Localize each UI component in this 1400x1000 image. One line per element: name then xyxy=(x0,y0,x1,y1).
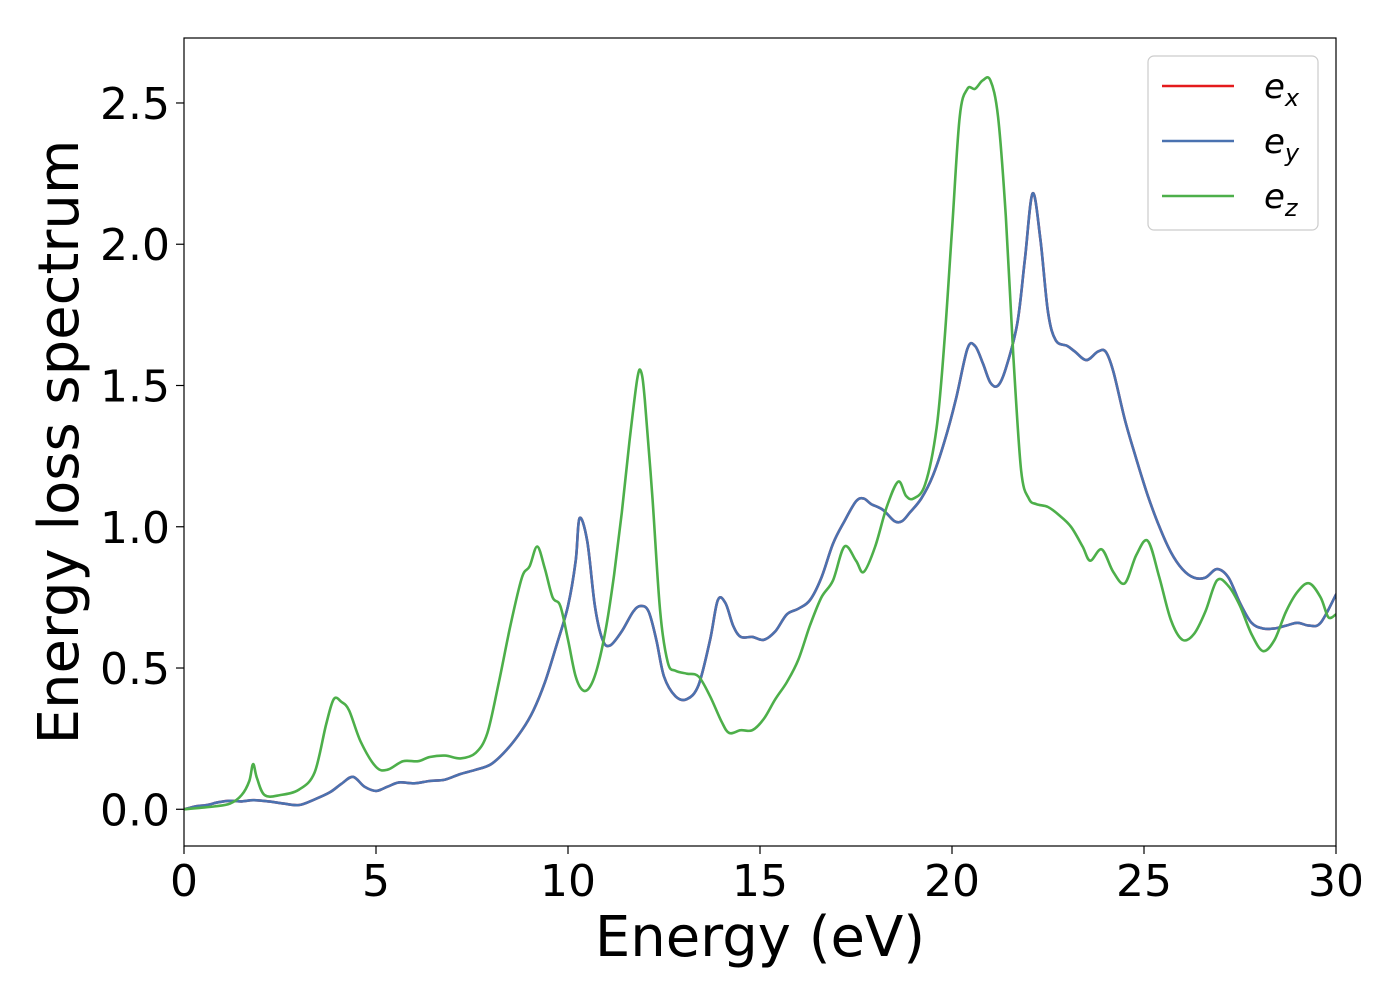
x-axis-title: Energy (eV) xyxy=(595,905,925,970)
y-tick-label: 1.0 xyxy=(100,503,170,554)
y-tick-label: 0.5 xyxy=(100,644,170,695)
x-axis-ticks: 0 5 10 15 20 25 30 xyxy=(170,846,1364,907)
y-axis-title: Energy loss spectrum xyxy=(27,140,92,745)
y-tick-label: 2.0 xyxy=(100,220,170,271)
series-line-e-y xyxy=(184,192,1336,811)
x-tick-label: 5 xyxy=(362,856,390,907)
x-tick-label: 30 xyxy=(1308,856,1364,907)
legend-label-e-y: ey xyxy=(1264,122,1300,167)
x-tick-label: 0 xyxy=(170,856,198,907)
x-tick-label: 20 xyxy=(924,856,980,907)
series-line-e-z xyxy=(184,76,1336,811)
y-tick-label: 1.5 xyxy=(100,361,170,412)
y-tick-label: 2.5 xyxy=(100,79,170,130)
legend: ex ey ez xyxy=(1147,55,1319,231)
x-tick-label: 10 xyxy=(540,856,596,907)
legend-label-e-z: ez xyxy=(1264,177,1299,222)
legend-box xyxy=(1147,55,1319,231)
y-axis-ticks: 0.0 0.5 1.0 1.5 2.0 2.5 xyxy=(100,79,184,836)
plot-lines xyxy=(184,76,1336,811)
x-tick-label: 25 xyxy=(1116,856,1172,907)
legend-label-e-x: ex xyxy=(1264,67,1300,112)
x-tick-label: 15 xyxy=(732,856,788,907)
y-tick-label: 0.0 xyxy=(100,785,170,836)
series-line-e-x xyxy=(184,192,1336,811)
